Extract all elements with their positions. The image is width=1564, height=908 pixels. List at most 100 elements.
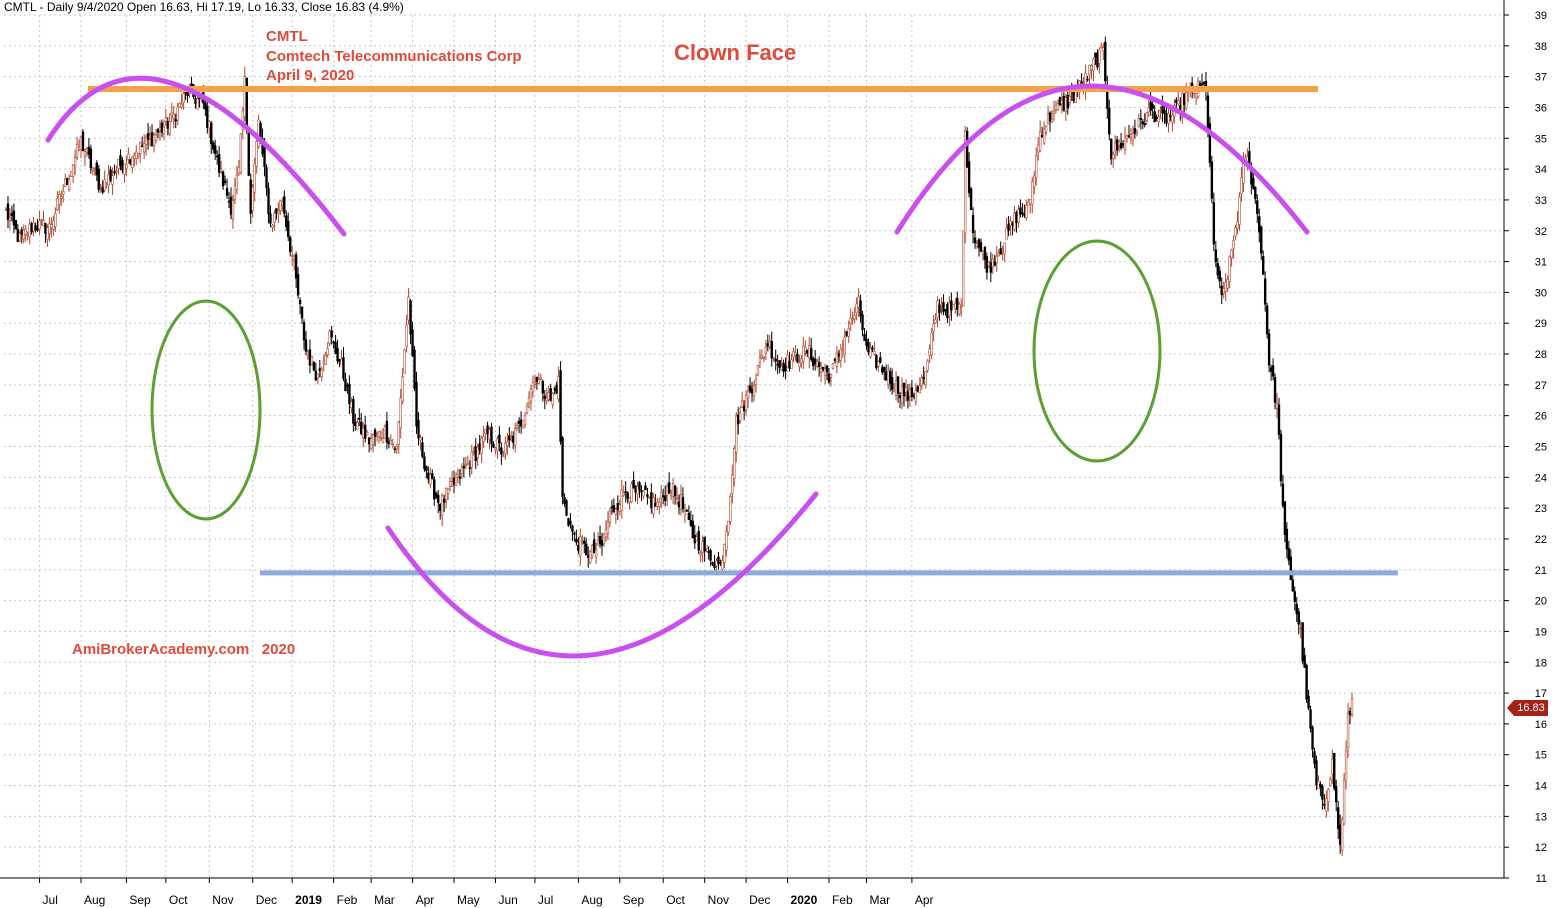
candle-body xyxy=(1066,94,1070,109)
candle-body xyxy=(1143,123,1146,126)
candle-body xyxy=(1258,216,1261,233)
candle-body xyxy=(255,141,258,167)
candle-body xyxy=(214,145,217,155)
candle-body xyxy=(423,456,426,469)
candle-body xyxy=(1044,125,1048,133)
candle-body xyxy=(1108,107,1111,135)
candle-body xyxy=(1212,202,1216,245)
candle-body xyxy=(936,300,939,319)
candle-body xyxy=(117,158,120,169)
candle-body xyxy=(1317,781,1320,790)
candle-body xyxy=(249,179,252,214)
candle-body xyxy=(484,429,487,434)
candle-body xyxy=(488,429,491,440)
candle-body xyxy=(1214,249,1218,263)
candle-body xyxy=(756,365,760,376)
y-tick-label: 19 xyxy=(1535,626,1547,638)
candle-body xyxy=(294,254,298,279)
candle-body xyxy=(973,237,977,244)
candle-body xyxy=(1046,113,1050,125)
candle-body xyxy=(695,536,698,542)
candle-body xyxy=(1133,128,1137,134)
candle-body xyxy=(523,415,527,426)
candle-body xyxy=(1301,622,1304,662)
candle-body xyxy=(1234,227,1237,237)
candle-body xyxy=(843,336,846,355)
y-tick-label: 13 xyxy=(1535,811,1547,823)
candle-body xyxy=(1123,136,1127,150)
candle-body xyxy=(800,358,803,364)
candle-body xyxy=(535,376,539,382)
candle-body xyxy=(52,220,55,230)
candle-body xyxy=(798,362,801,367)
candle-body xyxy=(358,417,361,420)
candle-body xyxy=(914,389,918,402)
x-tick-label: Jun xyxy=(498,893,517,907)
candle-body xyxy=(853,315,856,320)
candle-body xyxy=(521,420,525,429)
candle-body xyxy=(1222,288,1225,294)
candle-body xyxy=(263,148,266,167)
candle-body xyxy=(894,380,898,396)
candle-body xyxy=(565,500,568,516)
candle-body xyxy=(1323,803,1326,806)
candle-body xyxy=(50,224,53,229)
candle-body xyxy=(109,169,112,181)
candle-body xyxy=(500,447,503,455)
candle-body xyxy=(735,415,738,453)
candle-body xyxy=(616,503,620,510)
candle-body xyxy=(1072,91,1075,101)
candle-body xyxy=(119,155,122,166)
candle-body xyxy=(881,366,884,373)
candle-body xyxy=(788,361,791,369)
candle-body xyxy=(1011,223,1014,226)
candle-body xyxy=(1321,785,1324,800)
candle-body xyxy=(912,395,916,398)
candle-body xyxy=(460,467,464,475)
candle-body xyxy=(401,376,404,402)
y-tick-label: 12 xyxy=(1535,842,1547,854)
candle-body xyxy=(733,448,736,479)
candle-body xyxy=(464,464,468,467)
candle-body xyxy=(210,122,213,145)
candle-body xyxy=(172,114,175,119)
candle-body xyxy=(667,482,671,494)
x-tick-label: Aug xyxy=(581,893,602,907)
candle-body xyxy=(257,119,260,147)
y-tick-label: 38 xyxy=(1535,41,1547,53)
candle-body xyxy=(740,400,744,408)
candle-body xyxy=(960,306,963,308)
candle-body xyxy=(885,372,888,381)
candle-body xyxy=(790,359,793,369)
candle-body xyxy=(620,489,623,511)
candle-body xyxy=(302,322,306,341)
candle-body xyxy=(888,371,892,384)
candle-body xyxy=(940,304,943,307)
candle-body xyxy=(920,377,923,386)
candle-body xyxy=(395,445,398,450)
candle-body xyxy=(1295,603,1298,615)
candle-body xyxy=(525,405,529,414)
candle-body xyxy=(1350,698,1354,715)
candle-body xyxy=(229,196,233,215)
candle-body xyxy=(438,503,442,511)
candle-body xyxy=(752,385,756,397)
candle-body xyxy=(963,130,967,234)
candle-body xyxy=(817,362,821,367)
candle-body xyxy=(547,392,550,400)
x-tick-label: Oct xyxy=(666,893,685,907)
candle-body xyxy=(1303,655,1306,668)
candle-body xyxy=(105,182,108,185)
candle-body xyxy=(127,153,130,160)
candle-body xyxy=(1025,204,1028,219)
y-tick-label: 30 xyxy=(1535,287,1547,299)
chart-header: CMTL - Daily 9/4/2020 Open 16.63, Hi 17.… xyxy=(4,0,404,14)
candle-body xyxy=(22,229,25,240)
candle-body xyxy=(1181,93,1184,118)
candle-body xyxy=(861,314,864,331)
candle-body xyxy=(320,368,323,378)
candle-body xyxy=(435,493,438,498)
candle-body xyxy=(144,136,148,146)
candle-body xyxy=(588,551,592,564)
candle-body xyxy=(687,512,691,521)
